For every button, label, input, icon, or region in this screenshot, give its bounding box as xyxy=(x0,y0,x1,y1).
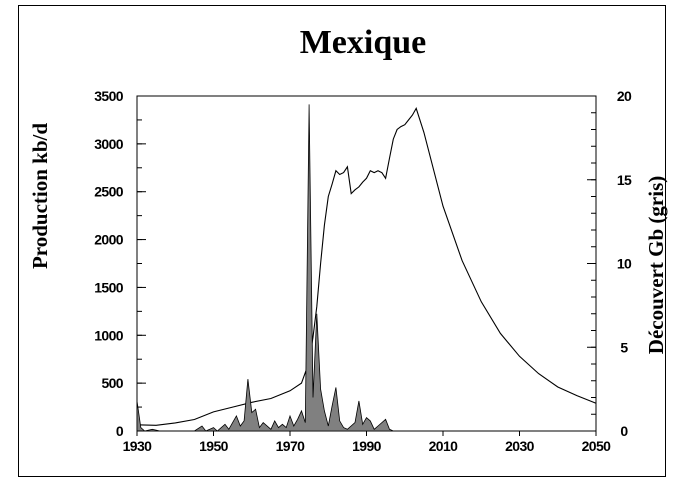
x-tick-label: 1970 xyxy=(276,438,306,454)
chart-title: Mexique xyxy=(300,24,427,61)
y-tick-label: 1000 xyxy=(94,327,124,343)
y-tick-label: 3500 xyxy=(94,88,124,104)
y2-tick-label: 15 xyxy=(617,172,632,188)
x-tick-label: 1950 xyxy=(199,438,229,454)
y-axis-title: Production kb/d xyxy=(28,123,52,269)
y-tick-label: 500 xyxy=(101,375,123,391)
x-tick-label: 2050 xyxy=(582,438,612,454)
y2-tick-label: 5 xyxy=(620,339,628,355)
y-tick-label: 2000 xyxy=(94,232,124,248)
chart-frame xyxy=(18,5,666,477)
y-tick-label: 0 xyxy=(116,423,124,439)
production-line-series xyxy=(136,107,597,426)
discovery-area-series xyxy=(136,104,405,432)
y-tick-label: 2500 xyxy=(94,184,124,200)
y-tick-label: 3000 xyxy=(94,136,124,152)
y2-tick-label: 0 xyxy=(620,423,628,439)
chart-marks xyxy=(136,104,597,432)
chart-axes: 0 500 1000 1500 2000 2500 3000 3500 0 5 10 15 20 1930… xyxy=(94,88,632,454)
y2-tick-label: 10 xyxy=(617,256,632,272)
y-tick-label: 1500 xyxy=(94,279,124,295)
x-tick-label: 1930 xyxy=(123,438,153,454)
x-tick-label: 2030 xyxy=(505,438,535,454)
x-tick-label: 2010 xyxy=(429,438,459,454)
y2-axis-title: Découvert Gb (gris) xyxy=(644,176,668,354)
x-tick-label: 1990 xyxy=(352,438,382,454)
y2-tick-label: 20 xyxy=(617,88,632,104)
plot-area xyxy=(136,95,597,432)
